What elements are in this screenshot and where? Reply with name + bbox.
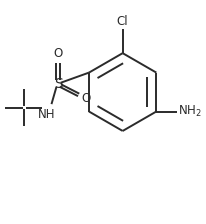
- Text: Cl: Cl: [117, 15, 129, 28]
- Text: S: S: [54, 77, 62, 90]
- Text: O: O: [53, 47, 63, 60]
- Text: NH$_2$: NH$_2$: [178, 104, 202, 119]
- Text: NH: NH: [38, 108, 56, 121]
- Text: O: O: [81, 92, 90, 105]
